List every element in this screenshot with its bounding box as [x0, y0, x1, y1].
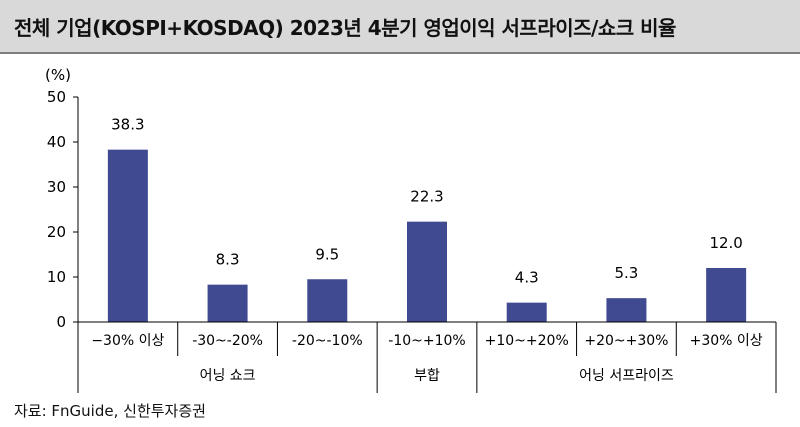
y-tick-label: 10: [47, 268, 66, 286]
source-note: 자료: FnGuide, 신한투자증권: [14, 402, 206, 420]
group-label: 어닝 쇼크: [200, 368, 256, 384]
y-tick-label: 30: [47, 178, 66, 196]
bar: [706, 268, 747, 322]
x-tick-label: -30~-20%: [192, 333, 263, 349]
group-label: 어닝 서프라이즈: [579, 368, 674, 384]
y-tick-label: 20: [47, 223, 66, 241]
bar: [506, 302, 547, 322]
x-tick-label: +10~+20%: [485, 333, 569, 349]
x-tick-label: +30% 이상: [690, 333, 763, 349]
y-tick-label: 40: [47, 133, 66, 151]
x-tick-label: -10~+10%: [388, 333, 465, 349]
bar: [307, 279, 348, 322]
bar-value-label: 4.3: [515, 269, 539, 287]
group-label: 부합: [414, 368, 440, 384]
bar-value-label: 22.3: [410, 188, 443, 206]
title-bar: 전체 기업(KOSPI+KOSDAQ) 2023년 4분기 영업이익 서프라이즈…: [0, 0, 800, 54]
y-tick-label: 0: [56, 313, 66, 331]
x-tick-label: +20~+30%: [584, 333, 668, 349]
y-tick-label: 50: [47, 88, 66, 106]
bar: [207, 284, 248, 322]
bar-value-label: 8.3: [216, 251, 240, 269]
bar: [407, 221, 447, 322]
bar-value-label: 38.3: [111, 116, 144, 134]
bar: [606, 298, 647, 322]
y-unit-label: (%): [45, 66, 71, 84]
bar-value-label: 5.3: [614, 264, 638, 282]
x-tick-label: −30% 이상: [91, 333, 164, 349]
bar-value-label: 9.5: [315, 245, 339, 263]
bar-value-label: 12.0: [709, 234, 742, 252]
chart-title: 전체 기업(KOSPI+KOSDAQ) 2023년 4분기 영업이익 서프라이즈…: [14, 16, 676, 40]
y-axis: 0 10 20 30 40 50: [47, 88, 79, 331]
bar: [107, 149, 148, 322]
bars: 38.3 8.3 9.5 22.3 4.3 5.3 12.0: [107, 116, 747, 322]
x-axis: −30% 이상 -30~-20% -20~-10% -10~+10% +10~+20% +…: [77, 321, 777, 393]
x-tick-label: -20~-10%: [292, 333, 363, 349]
